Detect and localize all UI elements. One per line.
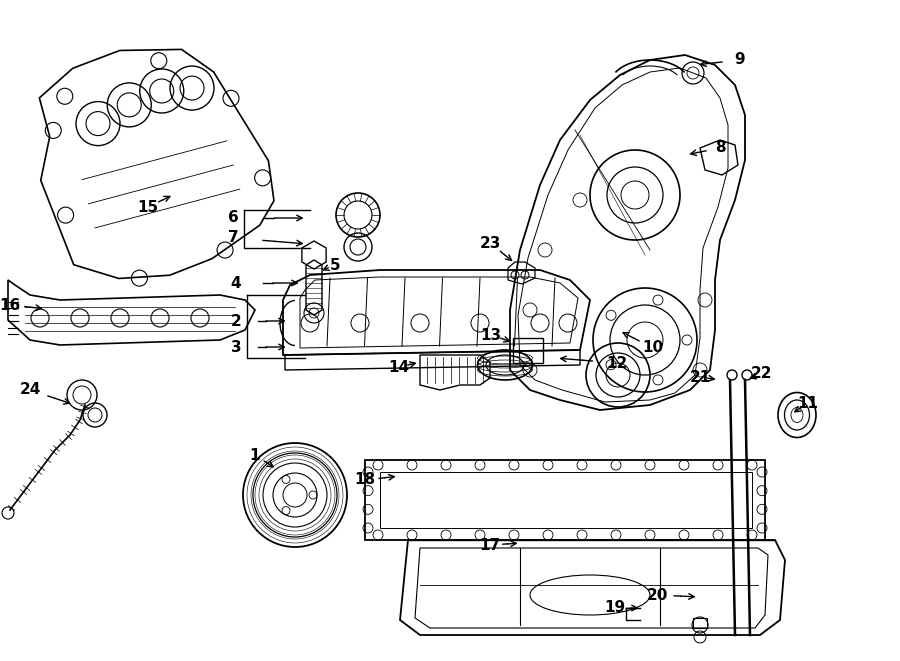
Text: 8: 8: [715, 141, 725, 155]
Bar: [693, 618, 707, 628]
Text: 14: 14: [389, 360, 410, 375]
Text: 22: 22: [752, 366, 773, 381]
Text: 11: 11: [797, 395, 818, 410]
Text: 3: 3: [230, 340, 241, 354]
Text: 21: 21: [689, 369, 711, 385]
Text: 16: 16: [0, 297, 21, 313]
Bar: [380, 472, 752, 528]
Text: 5: 5: [329, 258, 340, 272]
Text: 10: 10: [643, 340, 663, 356]
Text: 19: 19: [605, 600, 626, 615]
Text: 7: 7: [228, 231, 238, 245]
Text: 15: 15: [138, 200, 158, 215]
Text: 23: 23: [480, 235, 500, 251]
Text: 13: 13: [481, 327, 501, 342]
Bar: [365, 460, 765, 540]
Text: 6: 6: [228, 210, 238, 225]
Text: 17: 17: [480, 537, 500, 553]
Text: 18: 18: [355, 473, 375, 488]
Text: 24: 24: [19, 383, 40, 397]
Text: 20: 20: [646, 588, 668, 602]
Text: 4: 4: [230, 276, 241, 290]
Text: 12: 12: [607, 356, 627, 371]
Text: 1: 1: [250, 447, 260, 463]
Text: 9: 9: [734, 52, 745, 67]
Text: 2: 2: [230, 313, 241, 329]
Bar: [513, 338, 543, 363]
